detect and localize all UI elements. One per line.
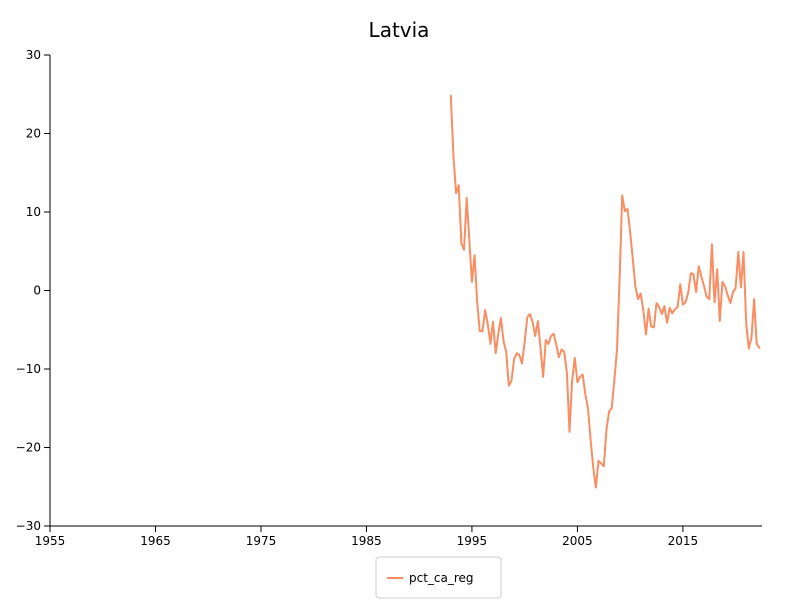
y-tick-label: −10 xyxy=(16,362,41,376)
y-tick-label: 30 xyxy=(26,48,41,62)
legend-box xyxy=(375,556,502,599)
y-tick-label: 20 xyxy=(26,127,41,141)
y-axis-ticks: 30 20 10 0 −10 −20 −30 xyxy=(16,48,50,533)
y-tick-label: −20 xyxy=(16,441,41,455)
x-tick-label: 2015 xyxy=(668,534,699,548)
x-tick-label: 1975 xyxy=(246,534,277,548)
chart-title: Latvia xyxy=(369,18,430,42)
x-tick-label: 1995 xyxy=(457,534,488,548)
y-tick-label: −30 xyxy=(16,519,41,533)
x-axis-ticks: 1955 1965 1975 1985 1995 2005 2015 xyxy=(35,526,698,548)
y-tick-label: 10 xyxy=(26,205,41,219)
x-tick-label: 1955 xyxy=(35,534,66,548)
legend: pct_ca_reg xyxy=(375,556,502,599)
axes xyxy=(49,55,762,527)
x-tick-label: 1985 xyxy=(351,534,382,548)
series-line-pct_ca_reg xyxy=(449,94,761,489)
y-tick-label: 0 xyxy=(33,284,41,298)
x-tick-label: 1965 xyxy=(140,534,171,548)
x-tick-label: 2005 xyxy=(562,534,593,548)
legend-label: pct_ca_reg xyxy=(409,571,474,585)
series-layer xyxy=(449,94,761,489)
